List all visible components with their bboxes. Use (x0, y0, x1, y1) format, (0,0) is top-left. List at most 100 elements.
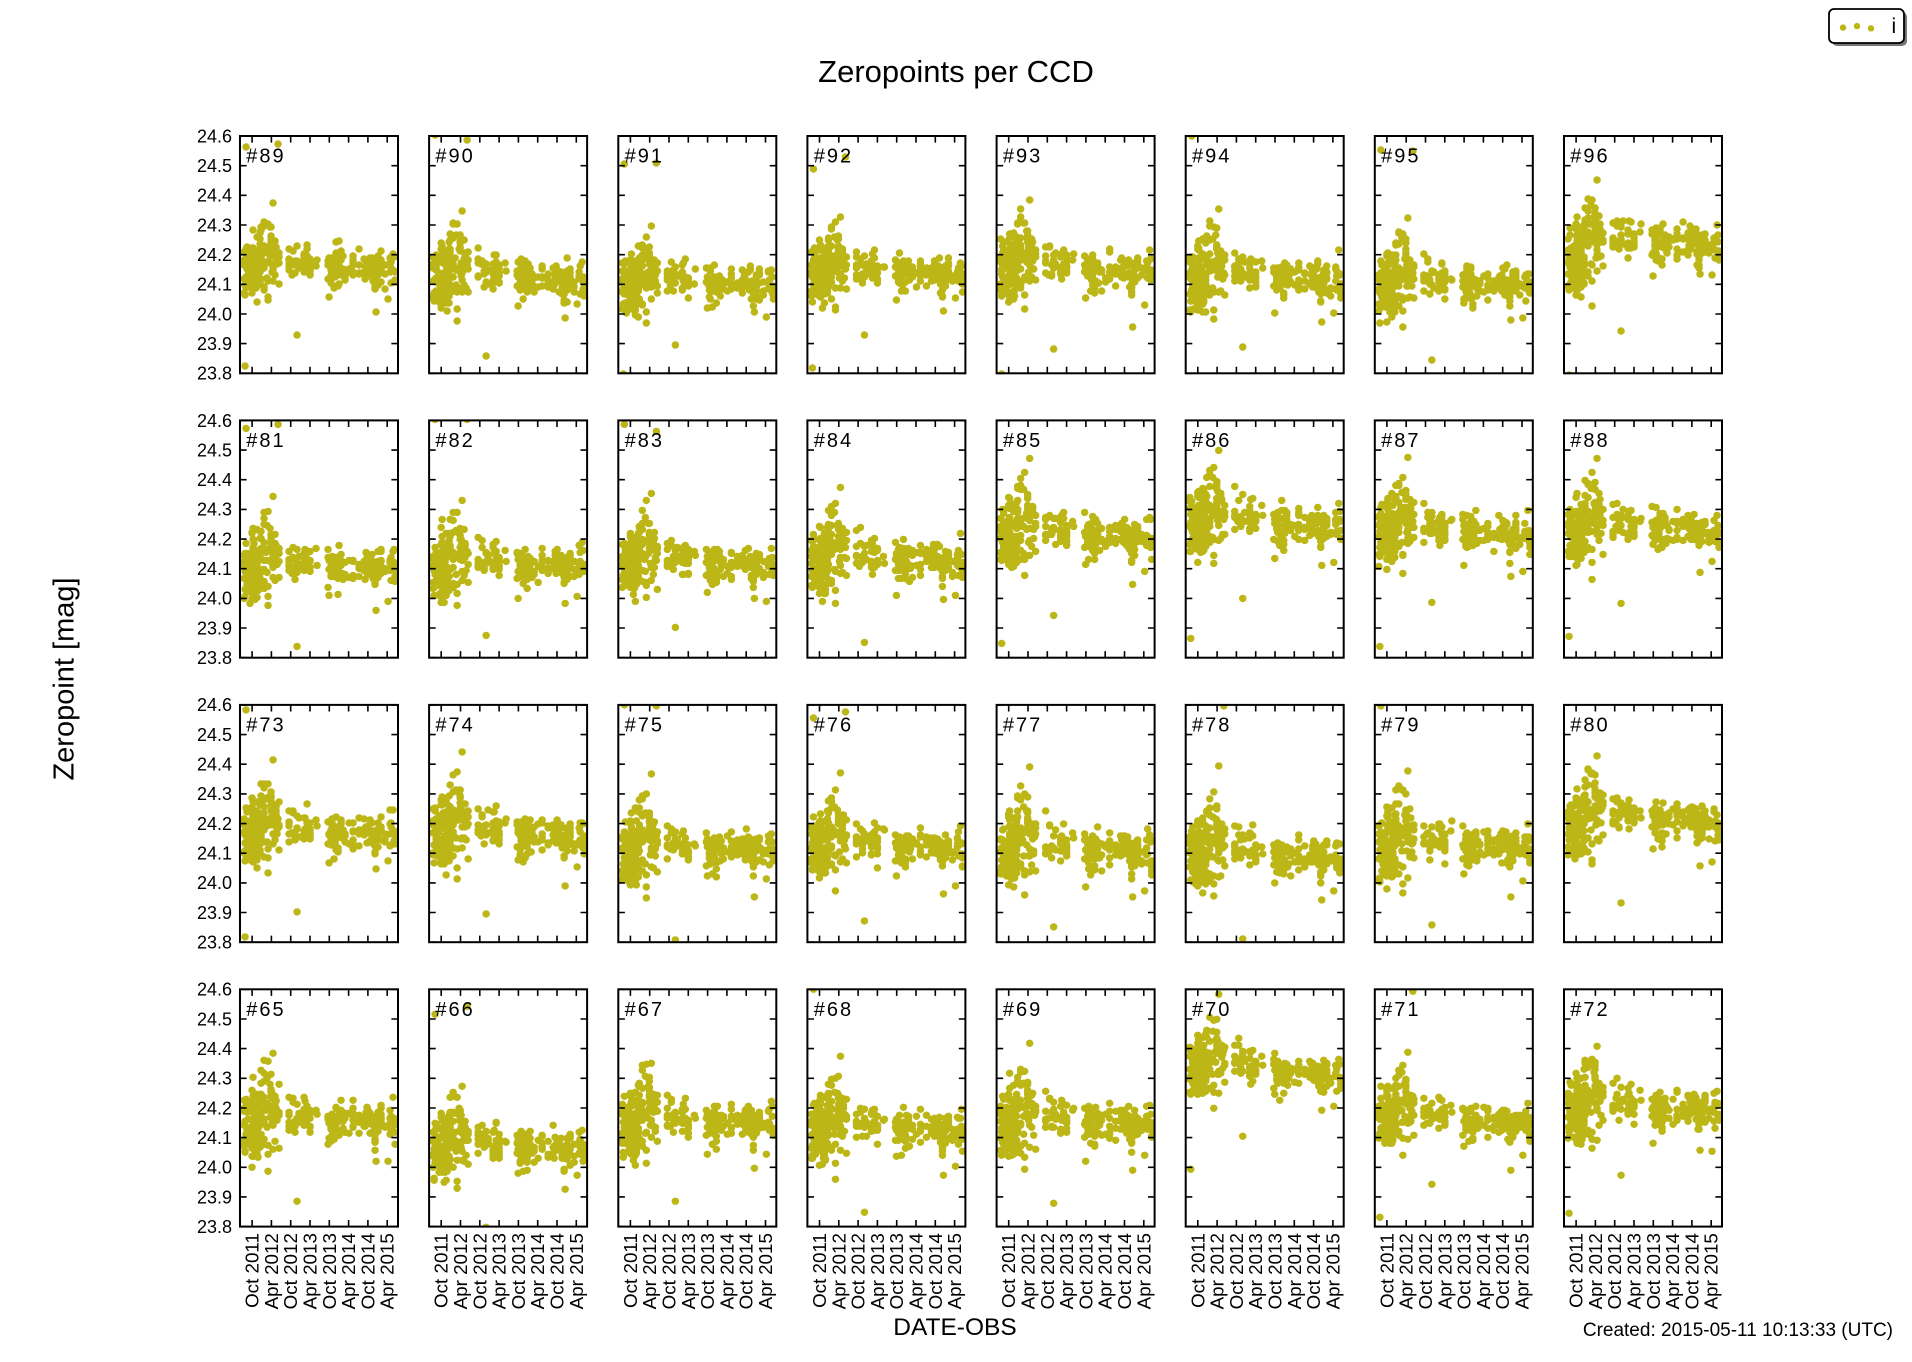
svg-text:24.2: 24.2 (197, 1098, 232, 1118)
svg-text:Apr 2015: Apr 2015 (1701, 1233, 1722, 1309)
svg-text:#67: #67 (625, 999, 664, 1021)
svg-text:Apr 2012: Apr 2012 (1396, 1233, 1417, 1309)
svg-text:Apr 2015: Apr 2015 (377, 1233, 398, 1309)
svg-text:24.5: 24.5 (197, 156, 232, 176)
svg-text:#68: #68 (814, 999, 853, 1021)
svg-text:Oct 2012: Oct 2012 (1226, 1233, 1247, 1309)
svg-text:Oct 2011: Oct 2011 (431, 1233, 452, 1308)
svg-text:Oct 2011: Oct 2011 (1376, 1233, 1397, 1308)
svg-text:Oct 2011: Oct 2011 (242, 1233, 263, 1308)
svg-text:#87: #87 (1381, 430, 1420, 452)
svg-text:24.1: 24.1 (197, 1128, 232, 1148)
svg-text:#89: #89 (246, 146, 285, 168)
svg-text:24.4: 24.4 (197, 186, 232, 206)
svg-text:Apr 2013: Apr 2013 (867, 1233, 888, 1309)
svg-text:#96: #96 (1570, 146, 1609, 168)
svg-text:Oct 2014: Oct 2014 (736, 1233, 757, 1309)
svg-text:#65: #65 (246, 999, 285, 1021)
svg-text:#72: #72 (1570, 999, 1609, 1021)
svg-text:Oct 2013: Oct 2013 (1643, 1233, 1664, 1309)
svg-text:#74: #74 (435, 715, 474, 737)
svg-text:24.0: 24.0 (197, 873, 232, 893)
svg-text:Oct 2011: Oct 2011 (809, 1233, 830, 1308)
svg-text:#90: #90 (435, 146, 474, 168)
svg-text:Oct 2011: Oct 2011 (1566, 1233, 1587, 1308)
svg-text:#75: #75 (625, 715, 664, 737)
svg-text:Oct 2012: Oct 2012 (659, 1233, 680, 1309)
svg-text:23.8: 23.8 (197, 364, 232, 384)
svg-text:Apr 2015: Apr 2015 (1133, 1233, 1154, 1309)
svg-text:24.5: 24.5 (197, 725, 232, 745)
svg-text:Zeropoint [mag]: Zeropoint [mag] (49, 577, 81, 780)
svg-text:#69: #69 (1003, 999, 1042, 1021)
svg-text:Oct 2014: Oct 2014 (547, 1233, 568, 1309)
svg-text:Created: 2015-05-11 10:13:33 (: Created: 2015-05-11 10:13:33 (UTC) (1583, 1320, 1893, 1341)
svg-text:#84: #84 (814, 430, 853, 452)
svg-text:#93: #93 (1003, 146, 1042, 168)
svg-text:24.3: 24.3 (197, 784, 232, 804)
svg-text:24.6: 24.6 (197, 980, 232, 1000)
svg-text:#78: #78 (1192, 715, 1231, 737)
svg-text:#71: #71 (1381, 999, 1420, 1021)
svg-text:#76: #76 (814, 715, 853, 737)
svg-text:24.6: 24.6 (197, 126, 232, 146)
svg-text:#73: #73 (246, 715, 285, 737)
svg-text:Apr 2015: Apr 2015 (1512, 1233, 1533, 1309)
svg-text:Apr 2013: Apr 2013 (300, 1233, 321, 1309)
svg-text:Oct 2014: Oct 2014 (925, 1233, 946, 1309)
svg-text:#80: #80 (1570, 715, 1609, 737)
svg-text:24.5: 24.5 (197, 1009, 232, 1029)
svg-text:Oct 2011: Oct 2011 (998, 1233, 1019, 1308)
svg-text:Oct 2012: Oct 2012 (1037, 1233, 1058, 1309)
svg-text:#92: #92 (814, 146, 853, 168)
svg-text:Apr 2015: Apr 2015 (566, 1233, 587, 1309)
svg-text:24.4: 24.4 (197, 755, 232, 775)
svg-text:Oct 2013: Oct 2013 (697, 1233, 718, 1309)
svg-text:#81: #81 (246, 430, 285, 452)
svg-text:Oct 2014: Oct 2014 (1681, 1233, 1702, 1309)
svg-text:#79: #79 (1381, 715, 1420, 737)
svg-text:24.0: 24.0 (197, 589, 232, 609)
svg-text:Apr 2015: Apr 2015 (1322, 1233, 1343, 1309)
svg-text:24.1: 24.1 (197, 275, 232, 295)
svg-text:24.5: 24.5 (197, 440, 232, 460)
svg-text:24.4: 24.4 (197, 1039, 232, 1059)
svg-text:#85: #85 (1003, 430, 1042, 452)
svg-text:23.9: 23.9 (197, 334, 232, 354)
svg-text:Apr 2013: Apr 2013 (1056, 1233, 1077, 1309)
svg-text:Oct 2011: Oct 2011 (620, 1233, 641, 1308)
svg-text:DATE-OBS: DATE-OBS (893, 1314, 1016, 1341)
svg-text:23.9: 23.9 (197, 1187, 232, 1207)
svg-text:23.8: 23.8 (197, 933, 232, 953)
svg-text:Oct 2012: Oct 2012 (848, 1233, 869, 1309)
svg-text:#94: #94 (1192, 146, 1231, 168)
svg-text:Apr 2012: Apr 2012 (1585, 1233, 1606, 1309)
svg-text:Apr 2013: Apr 2013 (1434, 1233, 1455, 1309)
svg-text:#77: #77 (1003, 715, 1042, 737)
svg-text:i: i (1892, 15, 1897, 38)
svg-text:Oct 2012: Oct 2012 (1415, 1233, 1436, 1309)
svg-text:Oct 2013: Oct 2013 (508, 1233, 529, 1309)
svg-text:Apr 2014: Apr 2014 (1284, 1233, 1305, 1309)
svg-text:Oct 2011: Oct 2011 (1187, 1233, 1208, 1308)
svg-text:Oct 2013: Oct 2013 (1265, 1233, 1286, 1309)
svg-text:Apr 2012: Apr 2012 (639, 1233, 660, 1309)
svg-text:24.4: 24.4 (197, 470, 232, 490)
svg-text:24.3: 24.3 (197, 1069, 232, 1089)
svg-text:24.2: 24.2 (197, 529, 232, 549)
svg-text:Oct 2012: Oct 2012 (1604, 1233, 1625, 1309)
svg-text:Oct 2014: Oct 2014 (1492, 1233, 1513, 1309)
svg-text:23.8: 23.8 (197, 648, 232, 668)
svg-text:Apr 2014: Apr 2014 (1095, 1233, 1116, 1309)
svg-text:24.3: 24.3 (197, 215, 232, 235)
svg-text:Apr 2012: Apr 2012 (1207, 1233, 1228, 1309)
svg-text:Oct 2012: Oct 2012 (469, 1233, 490, 1309)
svg-text:Apr 2014: Apr 2014 (906, 1233, 927, 1309)
svg-text:24.1: 24.1 (197, 844, 232, 864)
svg-text:Oct 2014: Oct 2014 (1114, 1233, 1135, 1309)
svg-text:23.9: 23.9 (197, 903, 232, 923)
svg-text:Apr 2012: Apr 2012 (828, 1233, 849, 1309)
svg-text:Apr 2014: Apr 2014 (1473, 1233, 1494, 1309)
svg-text:Apr 2015: Apr 2015 (755, 1233, 776, 1309)
svg-text:Oct 2014: Oct 2014 (357, 1233, 378, 1309)
